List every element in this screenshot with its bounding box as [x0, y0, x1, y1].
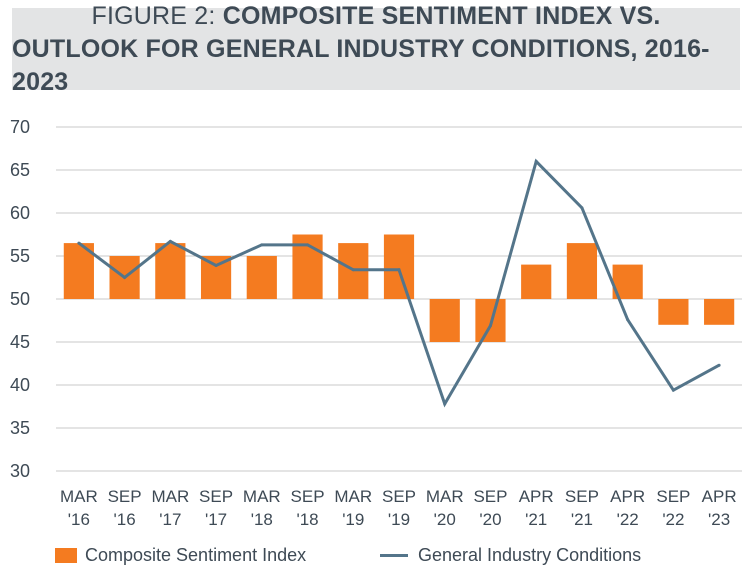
x-tick-label-bottom: '22 [662, 510, 684, 529]
x-tick-label-top: APR [610, 487, 645, 506]
y-tick-label: 40 [10, 375, 30, 395]
figure-title-prefix: FIGURE 2: [91, 1, 216, 30]
line-point-4 [260, 243, 264, 247]
line-point-0 [77, 241, 81, 245]
composite-sentiment-chart: 30 35 40 45 50 55 60 65 70 MAR '16 SEP '16 MAR '17 SEP… [10, 117, 742, 529]
bar-7 [383, 234, 415, 299]
x-tick-label-top: APR [519, 487, 554, 506]
y-tick-label: 70 [10, 117, 30, 137]
line-series [77, 158, 721, 408]
chart-legend: Composite Sentiment Index General Indust… [0, 538, 750, 572]
x-tick-label-top: MAR [426, 487, 464, 506]
x-tick-label-top: SEP [108, 487, 142, 506]
bar-13 [658, 299, 689, 325]
line-point-7 [397, 268, 401, 272]
figure-title-box: FIGURE 2: COMPOSITE SENTIMENT INDEX VS. … [12, 2, 740, 96]
x-tick-label-bottom: '17 [159, 510, 181, 529]
x-tick-label-top: SEP [473, 487, 507, 506]
bar-10 [521, 264, 552, 299]
legend-item-general: General Industry Conditions [380, 538, 641, 572]
x-axis-ticks: MAR '16 SEP '16 MAR '17 SEP '17 MAR '18 SEP '18 MAR '… [60, 487, 737, 529]
y-tick-label: 60 [10, 203, 30, 223]
y-tick-label: 55 [10, 246, 30, 266]
line-point-9 [488, 324, 492, 328]
bar-2 [155, 243, 186, 299]
line-point-12 [626, 318, 630, 322]
x-tick-label-bottom: '22 [617, 510, 639, 529]
line-point-11 [580, 206, 584, 210]
x-tick-label-bottom: '20 [434, 510, 456, 529]
bar-3 [200, 256, 232, 299]
figure-title-line-1: FIGURE 2: COMPOSITE SENTIMENT INDEX VS. [92, 0, 661, 33]
bar-series [63, 234, 735, 342]
x-tick-label-bottom: '19 [342, 510, 364, 529]
legend-line-swatch [380, 553, 408, 557]
line-point-6 [351, 268, 355, 272]
x-tick-label-top: SEP [565, 487, 599, 506]
x-tick-label-top: MAR [151, 487, 189, 506]
x-tick-label-top: MAR [60, 487, 98, 506]
x-tick-label-top: SEP [291, 487, 325, 506]
x-tick-label-bottom: '18 [251, 510, 273, 529]
x-tick-label-bottom: '16 [68, 510, 90, 529]
line-point-1 [123, 276, 127, 279]
x-tick-label-bottom: '21 [525, 510, 547, 529]
x-tick-label-bottom: '18 [296, 510, 318, 529]
legend-bar-swatch [55, 547, 77, 563]
x-tick-label-top: MAR [334, 487, 372, 506]
x-tick-label-top: APR [702, 487, 737, 506]
x-tick-label-bottom: '21 [571, 510, 593, 529]
bar-11 [566, 243, 598, 299]
x-tick-label-top: SEP [199, 487, 233, 506]
bar-4 [246, 256, 277, 299]
x-tick-label-top: SEP [656, 487, 690, 506]
line-point-8 [443, 402, 447, 406]
y-axis-ticks: 30 35 40 45 50 55 60 65 70 [10, 117, 30, 481]
x-tick-label-bottom: '20 [479, 510, 501, 529]
line-point-10 [534, 159, 538, 163]
x-tick-label-bottom: '23 [708, 510, 730, 529]
line-point-5 [306, 243, 310, 247]
x-tick-label-bottom: '17 [205, 510, 227, 529]
x-tick-label-top: SEP [382, 487, 416, 506]
bar-8 [429, 299, 460, 342]
x-tick-label-bottom: '16 [114, 510, 136, 529]
y-tick-label: 30 [10, 461, 30, 481]
y-tick-label: 65 [10, 160, 30, 180]
legend-item-composite: Composite Sentiment Index [55, 538, 306, 572]
line-point-13 [671, 388, 675, 392]
y-tick-label: 45 [10, 332, 30, 352]
legend-bar-label: Composite Sentiment Index [85, 544, 307, 565]
line-point-14 [717, 363, 721, 367]
line-point-2 [168, 239, 172, 243]
bar-14 [704, 299, 735, 325]
figure-title-line-2: OUTLOOK FOR GENERAL INDUSTRY CONDITIONS,… [12, 34, 710, 96]
legend-line-label: General Industry Conditions [418, 544, 642, 565]
y-tick-label: 50 [10, 289, 30, 309]
y-tick-label: 35 [10, 418, 30, 438]
line-point-3 [214, 263, 218, 267]
figure-title-line1-text: COMPOSITE SENTIMENT INDEX VS. [222, 1, 661, 30]
x-tick-label-bottom: '19 [388, 510, 410, 529]
x-tick-label-top: MAR [243, 487, 281, 506]
